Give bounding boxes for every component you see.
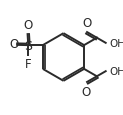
Text: O: O (23, 19, 33, 32)
Text: O: O (9, 38, 19, 51)
Text: O: O (82, 17, 92, 30)
Text: OH: OH (109, 67, 123, 76)
Text: O: O (82, 85, 91, 98)
Text: F: F (25, 57, 31, 70)
Text: S: S (24, 39, 32, 52)
Text: OH: OH (109, 39, 123, 48)
